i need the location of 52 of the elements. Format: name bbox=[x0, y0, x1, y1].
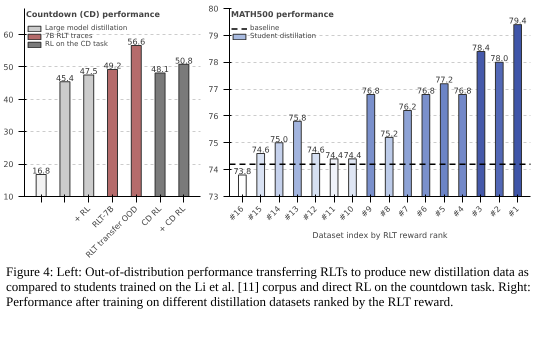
data-label: 49.2 bbox=[104, 61, 122, 70]
data-label: 76.8 bbox=[454, 86, 472, 96]
data-label: 78.0 bbox=[490, 54, 508, 64]
data-label: 74.6 bbox=[252, 146, 270, 155]
y-tick-label: 74 bbox=[208, 166, 219, 175]
x-tick-label: #7 bbox=[396, 204, 411, 220]
x-tick-label: + RL bbox=[72, 204, 92, 224]
x-tick-label: #4 bbox=[451, 204, 466, 220]
y-tick-label: 75 bbox=[208, 138, 219, 148]
y-tick-label: 78 bbox=[208, 58, 219, 68]
legend-title: Countdown (CD) performance bbox=[26, 10, 160, 19]
x-tick-label: #5 bbox=[432, 204, 448, 220]
y-tick-label: 10 bbox=[3, 192, 14, 202]
y-tick-label: 80 bbox=[208, 4, 219, 14]
data-label: 50.8 bbox=[174, 56, 193, 66]
x-tick-label: #1 bbox=[506, 204, 521, 220]
y-tick-label: 40 bbox=[3, 95, 14, 104]
data-label: 77.2 bbox=[435, 76, 454, 85]
x-tick-label: #6 bbox=[414, 204, 430, 220]
caption: Figure 4: Left: Out-of-distribution performance transferring RLTs to produce new distillation data as compared to students trained on the Li et al. [11] corpus and direct RL on the countdown task. Right: Performance after training on different distillation datasets ranked by the RLT reward. bbox=[6, 264, 532, 310]
y-tick-label: 60 bbox=[3, 30, 14, 40]
data-label: 76.8 bbox=[416, 86, 435, 96]
data-label: 79.4 bbox=[508, 16, 527, 26]
x-tick-label: #8 bbox=[378, 204, 392, 220]
data-label: 75.2 bbox=[380, 129, 398, 138]
legend-title: MATH500 performance bbox=[231, 10, 334, 19]
data-label: 45.4 bbox=[56, 74, 74, 83]
x-tick-label: #3 bbox=[469, 204, 484, 220]
data-label: 48.1 bbox=[151, 65, 169, 74]
data-label: 78.4 bbox=[472, 43, 490, 52]
data-label: 75.8 bbox=[288, 113, 306, 122]
x-axis-title: Dataset index by RLT reward rank bbox=[312, 230, 448, 240]
y-tick-label: 73 bbox=[208, 192, 219, 202]
data-label: 56.6 bbox=[127, 37, 146, 46]
y-tick-label: 79 bbox=[208, 31, 219, 40]
x-tick-label: #9 bbox=[359, 204, 374, 220]
data-label: 47.5 bbox=[80, 66, 98, 76]
data-label: 76.8 bbox=[362, 86, 380, 96]
data-label: 16.8 bbox=[32, 166, 50, 176]
y-tick-label: 77 bbox=[208, 85, 219, 94]
data-label: 75.0 bbox=[270, 134, 288, 144]
data-label: 73.8 bbox=[233, 167, 252, 176]
data-label: 74.4 bbox=[344, 150, 362, 160]
data-label: 76.2 bbox=[398, 102, 416, 112]
x-tick-label: CD RL bbox=[140, 204, 164, 228]
data-label: 74.6 bbox=[306, 146, 325, 155]
x-tick-label: #2 bbox=[488, 204, 502, 220]
data-label: 74.4 bbox=[325, 150, 344, 160]
y-tick-label: 76 bbox=[208, 112, 219, 121]
y-tick-label: 50 bbox=[3, 62, 14, 72]
y-tick-label: 30 bbox=[3, 128, 14, 137]
y-tick-label: 20 bbox=[3, 160, 14, 170]
